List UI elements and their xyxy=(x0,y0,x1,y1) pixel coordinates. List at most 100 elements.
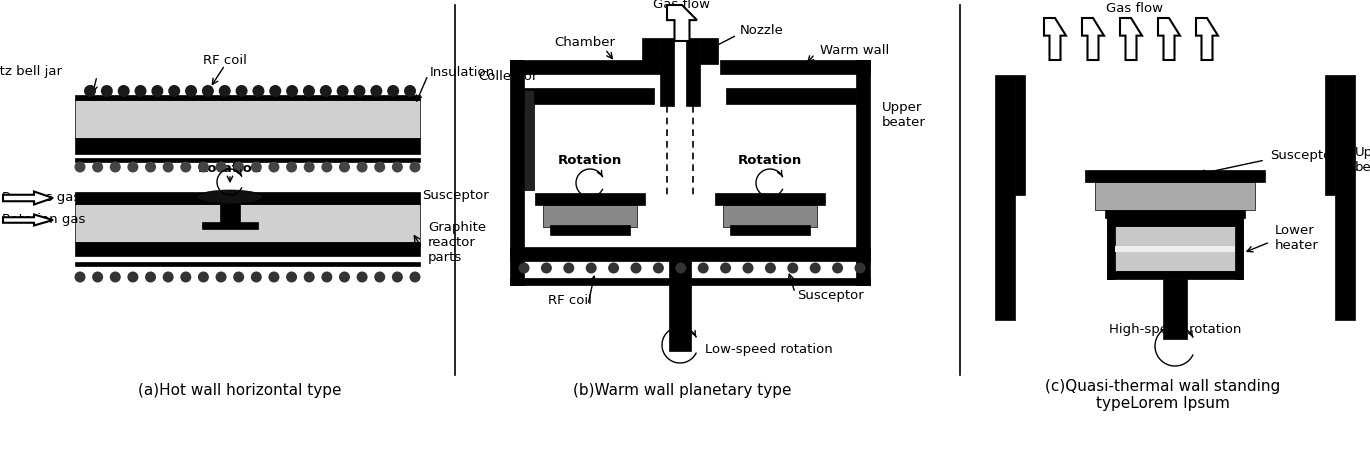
Bar xyxy=(669,261,690,351)
Polygon shape xyxy=(1158,18,1180,60)
Circle shape xyxy=(370,85,382,97)
Circle shape xyxy=(151,85,163,97)
Circle shape xyxy=(219,85,230,97)
Text: Gas flow: Gas flow xyxy=(1107,1,1163,15)
Bar xyxy=(700,38,718,64)
Bar xyxy=(510,278,870,285)
Circle shape xyxy=(270,85,281,97)
Circle shape xyxy=(563,262,574,273)
Bar xyxy=(536,193,645,205)
Text: Gas flow: Gas flow xyxy=(653,0,711,11)
Circle shape xyxy=(181,162,192,173)
Bar xyxy=(201,222,258,229)
Polygon shape xyxy=(3,214,53,225)
Circle shape xyxy=(101,85,112,97)
Bar xyxy=(660,38,674,106)
Circle shape xyxy=(92,162,103,173)
Circle shape xyxy=(269,272,279,283)
Circle shape xyxy=(110,162,121,173)
Text: Susceptor: Susceptor xyxy=(422,190,489,202)
Circle shape xyxy=(338,162,349,173)
Circle shape xyxy=(118,85,130,97)
Circle shape xyxy=(197,162,208,173)
Text: Quartz bell jar: Quartz bell jar xyxy=(0,65,62,78)
Circle shape xyxy=(286,272,297,283)
Bar xyxy=(75,192,421,204)
Circle shape xyxy=(374,272,385,283)
Text: Rotation: Rotation xyxy=(197,162,262,174)
Circle shape xyxy=(322,162,333,173)
Circle shape xyxy=(788,262,799,273)
Bar xyxy=(1107,218,1115,279)
Bar xyxy=(721,60,870,74)
Circle shape xyxy=(855,262,866,273)
Text: Susceptor: Susceptor xyxy=(797,289,863,302)
Circle shape xyxy=(319,85,332,97)
Bar xyxy=(75,95,421,100)
Bar xyxy=(1015,75,1025,195)
Bar xyxy=(75,204,421,242)
Bar xyxy=(730,225,810,235)
Bar xyxy=(1115,246,1234,252)
Bar xyxy=(1334,75,1355,320)
Circle shape xyxy=(410,162,421,173)
Bar xyxy=(1234,218,1243,279)
Circle shape xyxy=(388,85,399,97)
Circle shape xyxy=(630,262,641,273)
Ellipse shape xyxy=(197,190,263,204)
Circle shape xyxy=(236,85,248,97)
Text: RF coil: RF coil xyxy=(548,294,592,306)
Circle shape xyxy=(201,85,214,97)
Circle shape xyxy=(322,272,333,283)
Text: Process gas: Process gas xyxy=(1,191,81,205)
Text: Low-speed rotation: Low-speed rotation xyxy=(706,344,833,356)
Bar xyxy=(510,60,660,74)
Bar xyxy=(1095,182,1255,210)
Text: Rotation: Rotation xyxy=(738,153,801,167)
Circle shape xyxy=(286,162,297,173)
Circle shape xyxy=(74,272,85,283)
Circle shape xyxy=(392,272,403,283)
Polygon shape xyxy=(1082,18,1104,60)
Text: Rotation gas: Rotation gas xyxy=(1,213,85,227)
Circle shape xyxy=(92,272,103,283)
Circle shape xyxy=(832,262,843,273)
Circle shape xyxy=(353,85,366,97)
Bar xyxy=(75,262,421,266)
Circle shape xyxy=(269,162,279,173)
Circle shape xyxy=(608,262,619,273)
Circle shape xyxy=(251,272,262,283)
Bar xyxy=(510,247,870,261)
Bar xyxy=(726,88,856,104)
Circle shape xyxy=(721,262,732,273)
Text: Lower
heater: Lower heater xyxy=(1275,224,1319,252)
Circle shape xyxy=(356,272,367,283)
Polygon shape xyxy=(1044,18,1066,60)
Circle shape xyxy=(181,272,192,283)
Text: Susceptor: Susceptor xyxy=(1270,148,1337,162)
Text: Nozzle: Nozzle xyxy=(740,23,784,37)
Bar xyxy=(75,138,421,154)
Circle shape xyxy=(233,162,244,173)
Circle shape xyxy=(743,262,754,273)
Bar xyxy=(1106,210,1245,218)
Text: Collector: Collector xyxy=(478,70,537,82)
Circle shape xyxy=(134,85,147,97)
Circle shape xyxy=(169,85,181,97)
Bar xyxy=(723,205,817,227)
Bar xyxy=(549,225,630,235)
Circle shape xyxy=(163,162,174,173)
Circle shape xyxy=(697,262,708,273)
Circle shape xyxy=(404,85,416,97)
Polygon shape xyxy=(1121,18,1143,60)
Bar xyxy=(643,38,660,64)
Circle shape xyxy=(127,162,138,173)
Circle shape xyxy=(541,262,552,273)
Circle shape xyxy=(215,162,226,173)
Text: (c)Quasi-thermal wall standing
typeLorem Ipsum: (c)Quasi-thermal wall standing typeLorem… xyxy=(1045,379,1281,411)
Polygon shape xyxy=(1196,18,1218,60)
Circle shape xyxy=(251,162,262,173)
Circle shape xyxy=(74,162,85,173)
Circle shape xyxy=(197,272,208,283)
Bar xyxy=(510,60,523,285)
